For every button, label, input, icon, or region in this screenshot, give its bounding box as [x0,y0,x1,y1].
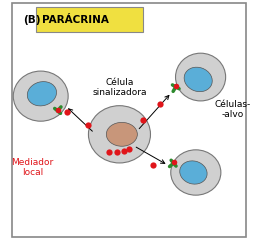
Text: PARÁCRINA: PARÁCRINA [42,15,109,24]
Text: (B): (B) [23,15,40,24]
Ellipse shape [180,161,207,184]
Ellipse shape [88,106,150,163]
Text: Mediador
local: Mediador local [11,158,53,177]
Ellipse shape [171,150,221,195]
Text: Células-
-alvo: Células- -alvo [215,100,251,119]
FancyBboxPatch shape [36,7,143,32]
Text: Célula
sinalizadora: Célula sinalizadora [92,78,147,97]
Ellipse shape [106,122,137,146]
Ellipse shape [184,67,212,92]
Ellipse shape [175,53,226,101]
Ellipse shape [27,82,57,106]
Ellipse shape [13,71,68,121]
